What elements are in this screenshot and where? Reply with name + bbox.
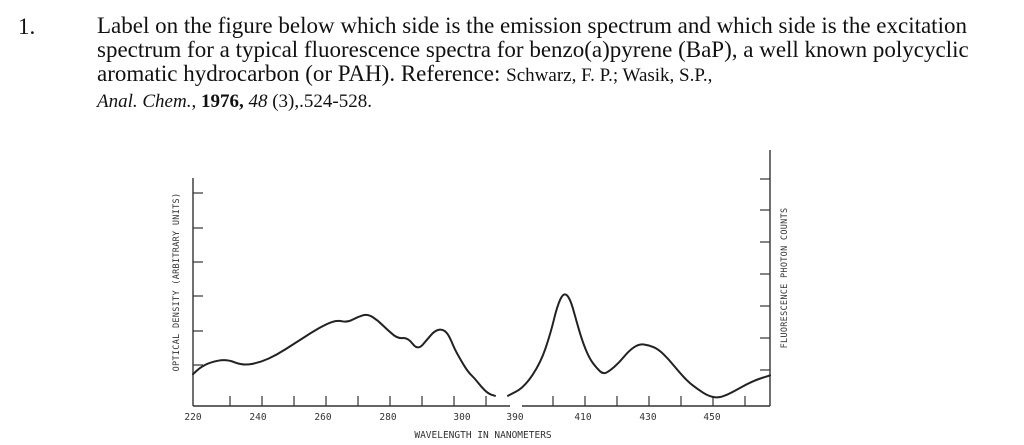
x-tick-label: 410 (574, 412, 591, 423)
reference-volume: 48 (248, 91, 268, 112)
x-tick-label: 300 (453, 412, 470, 423)
question-body: Label on the figure below which side is … (97, 13, 969, 86)
x-tick-label: 430 (639, 412, 656, 423)
left-axis-ticks (193, 192, 203, 366)
question-number: 1. (18, 14, 36, 39)
x-tick-label: 390 (506, 412, 523, 423)
x-tick-label: 260 (314, 412, 331, 423)
bottom-axis-ticks (229, 396, 746, 406)
x-tick-label: 220 (184, 412, 201, 423)
x-tick-label: 240 (249, 412, 266, 423)
x-tick-label: 450 (703, 412, 720, 423)
excitation-side-curve (192, 313, 496, 397)
reference-year: 1976, (200, 91, 244, 112)
question-text: Label on the figure below which side is … (97, 14, 1017, 114)
left-y-axis-title: OPTICAL DENSITY (ARBITRARY UNITS) (172, 193, 182, 372)
x-tick-label: 280 (379, 412, 396, 423)
right-y-axis-title: FLUORESCENCE PHOTON COUNTS (780, 208, 790, 349)
reference-citation: Anal. Chem., 1976, 48 (3),.524-528. (97, 91, 372, 112)
right-axis-ticks (760, 178, 770, 371)
x-axis-title: WAVELENGTH IN NANOMETERS (414, 430, 552, 441)
reference-authors: Schwarz, F. P.; Wasik, S.P., (506, 65, 713, 86)
reference-pages: (3),.524-528. (267, 91, 372, 112)
reference-journal: Anal. Chem. (97, 91, 192, 112)
emission-side-curve (507, 293, 771, 399)
